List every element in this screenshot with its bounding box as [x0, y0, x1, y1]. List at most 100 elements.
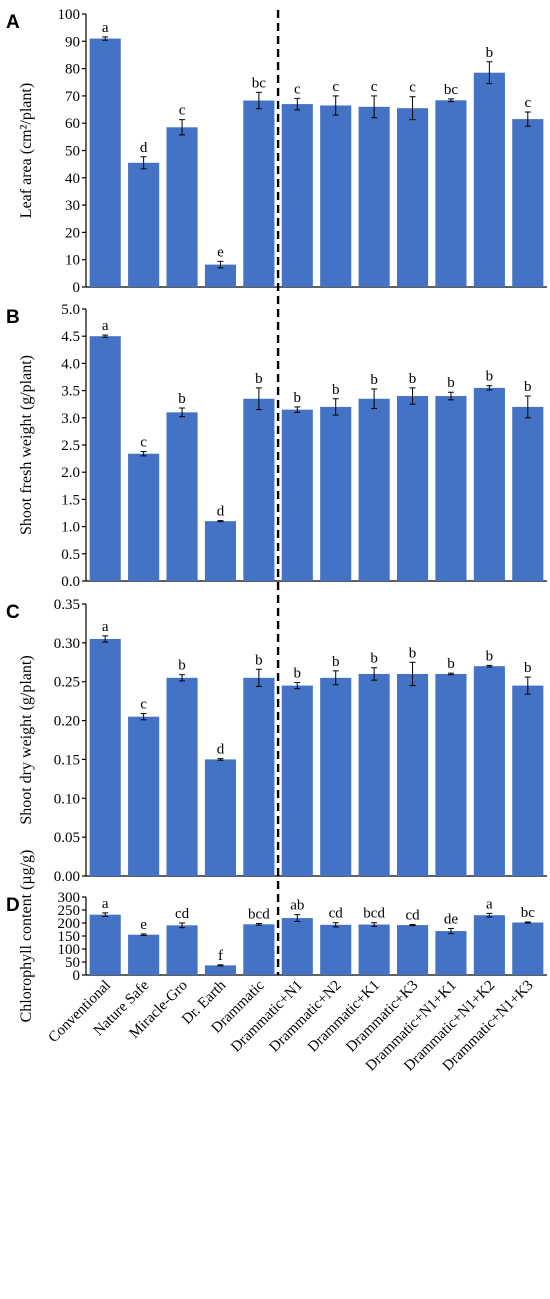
panel-a-bar: [396, 108, 429, 287]
panel-a-significance-label: b: [486, 45, 494, 61]
panel-a-y-tick-label: 40: [65, 171, 80, 187]
panel-c-significance-label: a: [102, 619, 109, 635]
panel-a-bar: [435, 100, 467, 287]
panel-c-significance-label: d: [217, 742, 225, 758]
panel-a-bar: [320, 105, 352, 287]
panel-a-bar: [166, 127, 198, 287]
panel-b-y-tick-label: 0.0: [61, 574, 80, 590]
panel-b-y-tick-label: 1.5: [61, 492, 80, 508]
panel-a-y-tick-label: 20: [65, 225, 80, 241]
panel-a-y-tick-label: 90: [65, 34, 80, 50]
panel-c-significance-label: b: [255, 652, 263, 668]
panel-d-bar: [320, 924, 352, 975]
panel-b-bar: [204, 521, 237, 581]
panel-c-bar: [358, 673, 390, 876]
panel-a-y-tick-label: 70: [65, 89, 80, 105]
panel-b-y-tick-label: 5.0: [61, 302, 80, 318]
panel-b-significance-label: c: [140, 435, 147, 451]
panel-a-significance-label: c: [179, 103, 186, 119]
panel-d-y-tick-label: 50: [65, 955, 80, 971]
panel-b-bar: [89, 336, 121, 581]
panel-b-bar: [166, 412, 198, 581]
panel-b-y-tick-label: 3.5: [61, 384, 80, 400]
panel-d-y-axis-label: Chlorophyll content (µg/g): [18, 850, 35, 1023]
panel-a-significance-label: c: [294, 81, 301, 97]
panel-d-y-tick-label: 100: [58, 942, 81, 958]
panel-d-bar: [166, 925, 198, 975]
panel-b-significance-label: b: [486, 369, 494, 385]
panel-c-letter: C: [6, 602, 20, 623]
panel-a-bar: [512, 119, 544, 287]
panel-d-y-tick-label: 150: [58, 929, 81, 945]
panel-c-significance-label: b: [486, 648, 494, 664]
panel-b-y-tick-label: 4.5: [61, 329, 80, 345]
panel-a-bar: [89, 38, 121, 287]
panel-c-bar: [473, 666, 505, 876]
panel-c-significance-label: b: [332, 654, 340, 670]
panel-a-y-tick-label: 100: [58, 7, 81, 23]
panel-b-bar: [281, 409, 313, 581]
panel-a-significance-label: a: [102, 20, 109, 36]
panel-b-y-axis-label: Shoot fresh weight (g/plant): [18, 355, 35, 535]
panel-a-letter: A: [6, 12, 20, 33]
panel-c-bar: [89, 638, 121, 876]
panel-d-y-tick-label: 250: [58, 903, 81, 919]
panel-b-bar: [435, 396, 467, 581]
panel-a-significance-label: bc: [252, 75, 267, 91]
panel-d-y-tick-label: 200: [58, 916, 81, 932]
panel-d-bar: [204, 965, 237, 975]
panel-b-y-tick-label: 2.5: [61, 438, 80, 454]
panel-b-significance-label: a: [102, 318, 109, 334]
panel-b-y-tick-label: 3.0: [61, 411, 80, 427]
panel-b-significance-label: d: [217, 504, 225, 520]
panel-c-significance-label: b: [178, 658, 186, 674]
panel-b-y-tick-label: 1.0: [61, 520, 80, 536]
panel-a-bar: [204, 264, 237, 287]
panel-c-bar: [512, 685, 544, 876]
panel-b-significance-label: b: [294, 390, 302, 406]
panel-c-bar: [435, 673, 467, 876]
panel-d-y-tick-label: 0: [73, 968, 81, 984]
panel-b-bar: [473, 387, 505, 581]
panel-d-bar: [243, 924, 275, 975]
panel-d-bar: [128, 934, 160, 975]
panel-d-significance-label: bc: [521, 905, 536, 921]
panel-c-y-tick-label: 0.15: [54, 752, 80, 768]
panel-c-significance-label: c: [140, 697, 147, 713]
panel-d-bar: [358, 924, 390, 975]
panel-d-y-tick-label: 300: [58, 890, 81, 906]
panel-b-bar: [512, 406, 544, 581]
panel-b-bar: [358, 398, 390, 581]
panel-a-y-tick-label: 60: [65, 116, 80, 132]
panel-d-bar: [396, 925, 429, 975]
panel-d-significance-label: f: [218, 948, 223, 964]
panel-a-y-tick-label: 80: [65, 62, 80, 78]
panel-d-significance-label: e: [140, 917, 147, 933]
panel-a-y-tick-label: 30: [65, 198, 80, 214]
panel-b-significance-label: b: [409, 371, 417, 387]
panel-b-bar: [396, 396, 429, 581]
panel-a-significance-label: bc: [444, 82, 459, 98]
panel-c-bar: [396, 673, 429, 876]
panel-b-y-tick-label: 4.0: [61, 356, 80, 372]
panel-c-significance-label: b: [294, 665, 302, 681]
panel-c-significance-label: b: [524, 660, 532, 676]
panel-d-bar: [89, 914, 121, 975]
panel-a-bar: [358, 106, 390, 287]
panel-c-y-axis-label: Shoot dry weight (g/plant): [18, 655, 35, 824]
panel-a-bar: [128, 162, 160, 287]
panel-a-significance-label: d: [140, 140, 148, 156]
panel-d-significance-label: cd: [175, 906, 190, 922]
panel-d-bar: [281, 918, 313, 975]
panel-c-bar: [166, 677, 198, 876]
panel-c-bar: [204, 759, 237, 876]
panel-b-significance-label: b: [255, 371, 263, 387]
panel-a-significance-label: c: [332, 79, 339, 95]
panel-c-significance-label: b: [370, 651, 378, 667]
panel-d-significance-label: a: [486, 896, 493, 912]
panel-a-y-axis-label: Leaf area (cm²/plant): [18, 83, 35, 218]
panel-b-significance-label: b: [524, 379, 532, 395]
panel-c-bar: [128, 716, 160, 876]
panel-c-y-tick-label: 0.05: [54, 830, 80, 846]
panel-a-significance-label: c: [524, 95, 531, 111]
